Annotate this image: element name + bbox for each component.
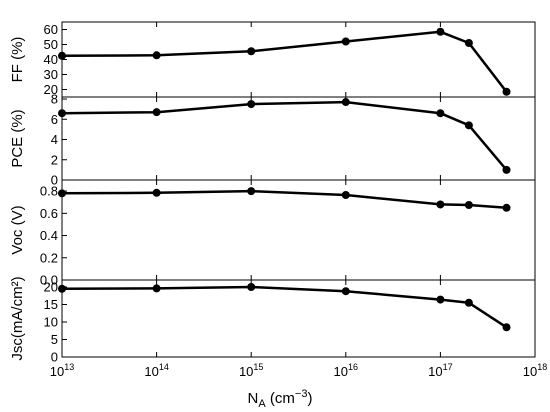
ff-data-point xyxy=(341,37,350,46)
jsc-ma-cm-ytick-label: 10 xyxy=(44,315,58,330)
panel-voc-v: 0.0 0.2 0.4 0.6 0.8 Voc (V) xyxy=(9,179,536,288)
voc-v-data-point xyxy=(58,189,66,198)
pce-data-point xyxy=(152,108,161,117)
pce-ytick-label: 2 xyxy=(51,152,58,167)
x-tick-label: 1016 xyxy=(334,362,358,379)
panel-pce: 0 2 4 6 8 PCE (%) xyxy=(9,92,536,188)
voc-v-plot-frame xyxy=(61,179,536,281)
jsc-ma-cm-data-point xyxy=(436,295,445,304)
pce-ylabel: PCE (%) xyxy=(9,109,26,167)
ff-ytick-label: 30 xyxy=(44,67,58,82)
pce-data-point xyxy=(502,165,511,174)
jsc-ma-cm-plot-frame xyxy=(61,279,536,358)
voc-v-ytick-label: 0.2 xyxy=(40,250,58,265)
x-axis-title: NA (cm−3) xyxy=(248,388,313,410)
voc-v-ytick-label: 0.8 xyxy=(40,184,58,199)
voc-v-data-point xyxy=(502,203,511,212)
voc-v-data-point xyxy=(464,201,473,209)
jsc-ma-cm-data-point xyxy=(502,323,511,332)
jsc-ma-cm-data-point xyxy=(464,298,473,307)
pce-plot-frame xyxy=(61,96,536,181)
voc-v-ytick-label: 0.0 xyxy=(40,273,58,288)
ff-plot-frame xyxy=(61,21,536,98)
ff-ylabel: FF (%) xyxy=(9,37,26,83)
jsc-ma-cm-data-point xyxy=(341,287,350,296)
jsc-ma-cm-series-line xyxy=(61,285,508,329)
x-tick-label: 1013 xyxy=(50,362,74,379)
x-axis: 1013 1014 1015 1016 1017 1018 xyxy=(50,362,547,379)
x-tick-label: 1017 xyxy=(428,362,452,379)
ff-data-point xyxy=(247,47,256,56)
voc-v-data-point xyxy=(247,187,256,196)
ff-data-point xyxy=(502,87,511,96)
pce-ytick-label: 6 xyxy=(51,112,58,127)
x-tick-label: 1015 xyxy=(239,362,263,379)
pce-data-point xyxy=(247,100,256,109)
x-tick-label: 1018 xyxy=(523,362,547,379)
jsc-ma-cm-data-point xyxy=(152,284,161,293)
voc-v-data-point xyxy=(341,191,350,199)
pce-ytick-label: 4 xyxy=(51,132,58,147)
pce-ytick-label: 8 xyxy=(51,92,58,107)
ff-series-line xyxy=(61,30,508,93)
voc-v-ylabel: Voc (V) xyxy=(9,205,26,254)
pce-data-point xyxy=(58,109,66,118)
ff-ytick-label: 40 xyxy=(44,52,58,67)
panel-jsc-ma-cm: 0 5 10 15 20 Jsc(mA/cm²) xyxy=(9,276,536,365)
ff-ytick-label: 60 xyxy=(44,22,58,37)
voc-v-data-point xyxy=(152,188,161,197)
voc-v-ytick-label: 0.6 xyxy=(40,206,58,221)
jsc-ma-cm-data-point xyxy=(58,284,66,293)
jsc-ma-cm-ytick-label: 15 xyxy=(44,297,58,312)
jsc-ma-cm-data-point xyxy=(247,283,256,291)
voc-v-ytick-label: 0.4 xyxy=(40,228,58,243)
jsc-ma-cm-ytick-label: 0 xyxy=(51,350,58,365)
ff-data-point xyxy=(464,39,473,47)
x-tick-label: 1014 xyxy=(144,362,168,379)
ff-ytick-label: 20 xyxy=(44,82,58,97)
ff-data-point xyxy=(436,27,445,36)
pce-data-point xyxy=(436,109,445,118)
ff-data-point xyxy=(152,51,161,60)
jsc-ma-cm-ylabel: Jsc(mA/cm²) xyxy=(9,276,26,360)
pce-ytick-label: 0 xyxy=(51,173,58,188)
jsc-ma-cm-ytick-label: 20 xyxy=(44,280,58,295)
jsc-ma-cm-ytick-label: 5 xyxy=(51,332,58,347)
ff-ytick-label: 50 xyxy=(44,37,58,52)
pce-data-point xyxy=(464,121,473,130)
ff-data-point xyxy=(58,51,66,60)
pce-data-point xyxy=(341,98,350,107)
voc-v-data-point xyxy=(436,200,445,209)
